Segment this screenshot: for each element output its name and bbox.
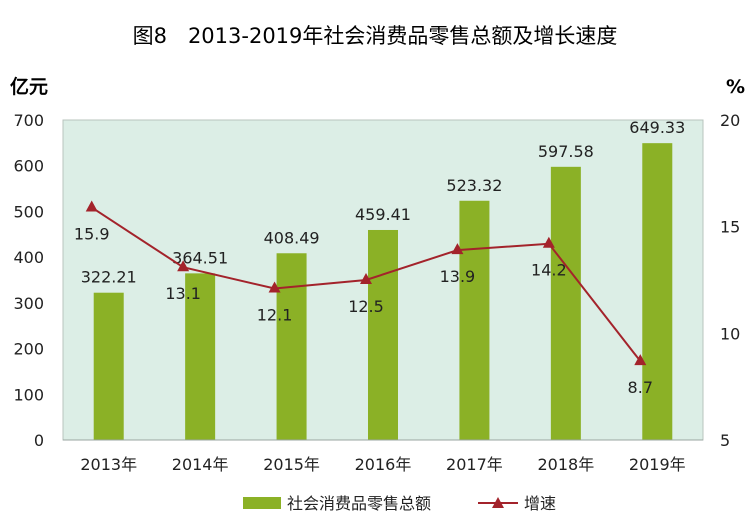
growth-marker [85, 200, 98, 212]
left-tick-label: 300 [13, 294, 44, 313]
bar-value-label: 408.49 [264, 228, 320, 247]
right-axis-unit: % [726, 76, 745, 98]
x-tick-label: 2015年 [263, 455, 320, 474]
growth-value-label: 12.1 [257, 306, 293, 325]
bar [185, 273, 216, 440]
x-tick-label: 2013年 [80, 455, 137, 474]
x-tick-label: 2018年 [537, 455, 594, 474]
growth-marker [268, 281, 281, 293]
bar-value-label: 597.58 [538, 142, 594, 161]
x-tick-label: 2019年 [629, 455, 686, 474]
left-tick-label: 0 [34, 431, 44, 450]
bar [368, 229, 398, 440]
bar [550, 166, 581, 441]
chart-title: 图8 2013-2019年社会消费品零售总额及增长速度 [133, 24, 618, 48]
legend-line-marker [492, 497, 504, 508]
right-tick-label: 10 [720, 324, 740, 343]
x-axis-ticks: 2013年 2014年 2015年 2016年 2017年 2018年 2019年 [80, 455, 685, 474]
right-axis-ticks: 5 10 15 20 [720, 111, 740, 450]
bar [459, 200, 490, 440]
left-tick-label: 500 [13, 202, 44, 221]
left-tick-label: 700 [13, 111, 44, 130]
growth-value-labels: 15.9 13.1 12.1 12.5 13.9 14.2 8.7 [74, 224, 653, 397]
bar [93, 292, 124, 440]
left-tick-label: 400 [13, 248, 44, 267]
bar-value-labels: 322.21 364.51 408.49 459.41 523.32 597.58 649.… [81, 118, 686, 287]
x-tick-label: 2014年 [172, 455, 229, 474]
left-axis-unit: 亿元 [10, 75, 48, 98]
bar-value-label: 364.51 [172, 248, 228, 267]
growth-line-series [85, 200, 647, 366]
bar [276, 253, 307, 440]
legend-line-label: 增速 [524, 494, 556, 513]
bar-value-label: 459.41 [355, 205, 411, 224]
growth-marker [177, 260, 190, 272]
growth-marker [542, 236, 555, 248]
right-tick-label: 15 [720, 218, 740, 237]
growth-value-label: 8.7 [628, 378, 653, 397]
growth-value-label: 13.9 [440, 267, 476, 286]
bar-value-label: 523.32 [446, 176, 502, 195]
left-tick-label: 100 [13, 385, 44, 404]
bar [642, 143, 673, 440]
left-axis-ticks: 0 100 200 300 400 500 600 700 [13, 111, 44, 450]
growth-marker [451, 243, 464, 255]
x-tick-label: 2017年 [446, 455, 503, 474]
growth-marker [360, 273, 372, 284]
bar-series [93, 143, 673, 441]
bar-value-label: 649.33 [629, 118, 685, 137]
bar-value-label: 322.21 [81, 268, 137, 287]
growth-value-label: 13.1 [165, 284, 201, 303]
legend-bar-label: 社会消费品零售总额 [287, 494, 431, 513]
left-tick-label: 200 [13, 340, 44, 359]
growth-value-label: 12.5 [348, 297, 384, 316]
x-tick-label: 2016年 [355, 455, 412, 474]
legend-bar-swatch [243, 497, 281, 509]
growth-marker [634, 354, 647, 366]
growth-value-label: 14.2 [531, 261, 567, 280]
left-tick-label: 600 [13, 157, 44, 176]
right-tick-label: 5 [720, 431, 730, 450]
growth-value-label: 15.9 [74, 224, 110, 243]
right-tick-label: 20 [720, 111, 740, 130]
